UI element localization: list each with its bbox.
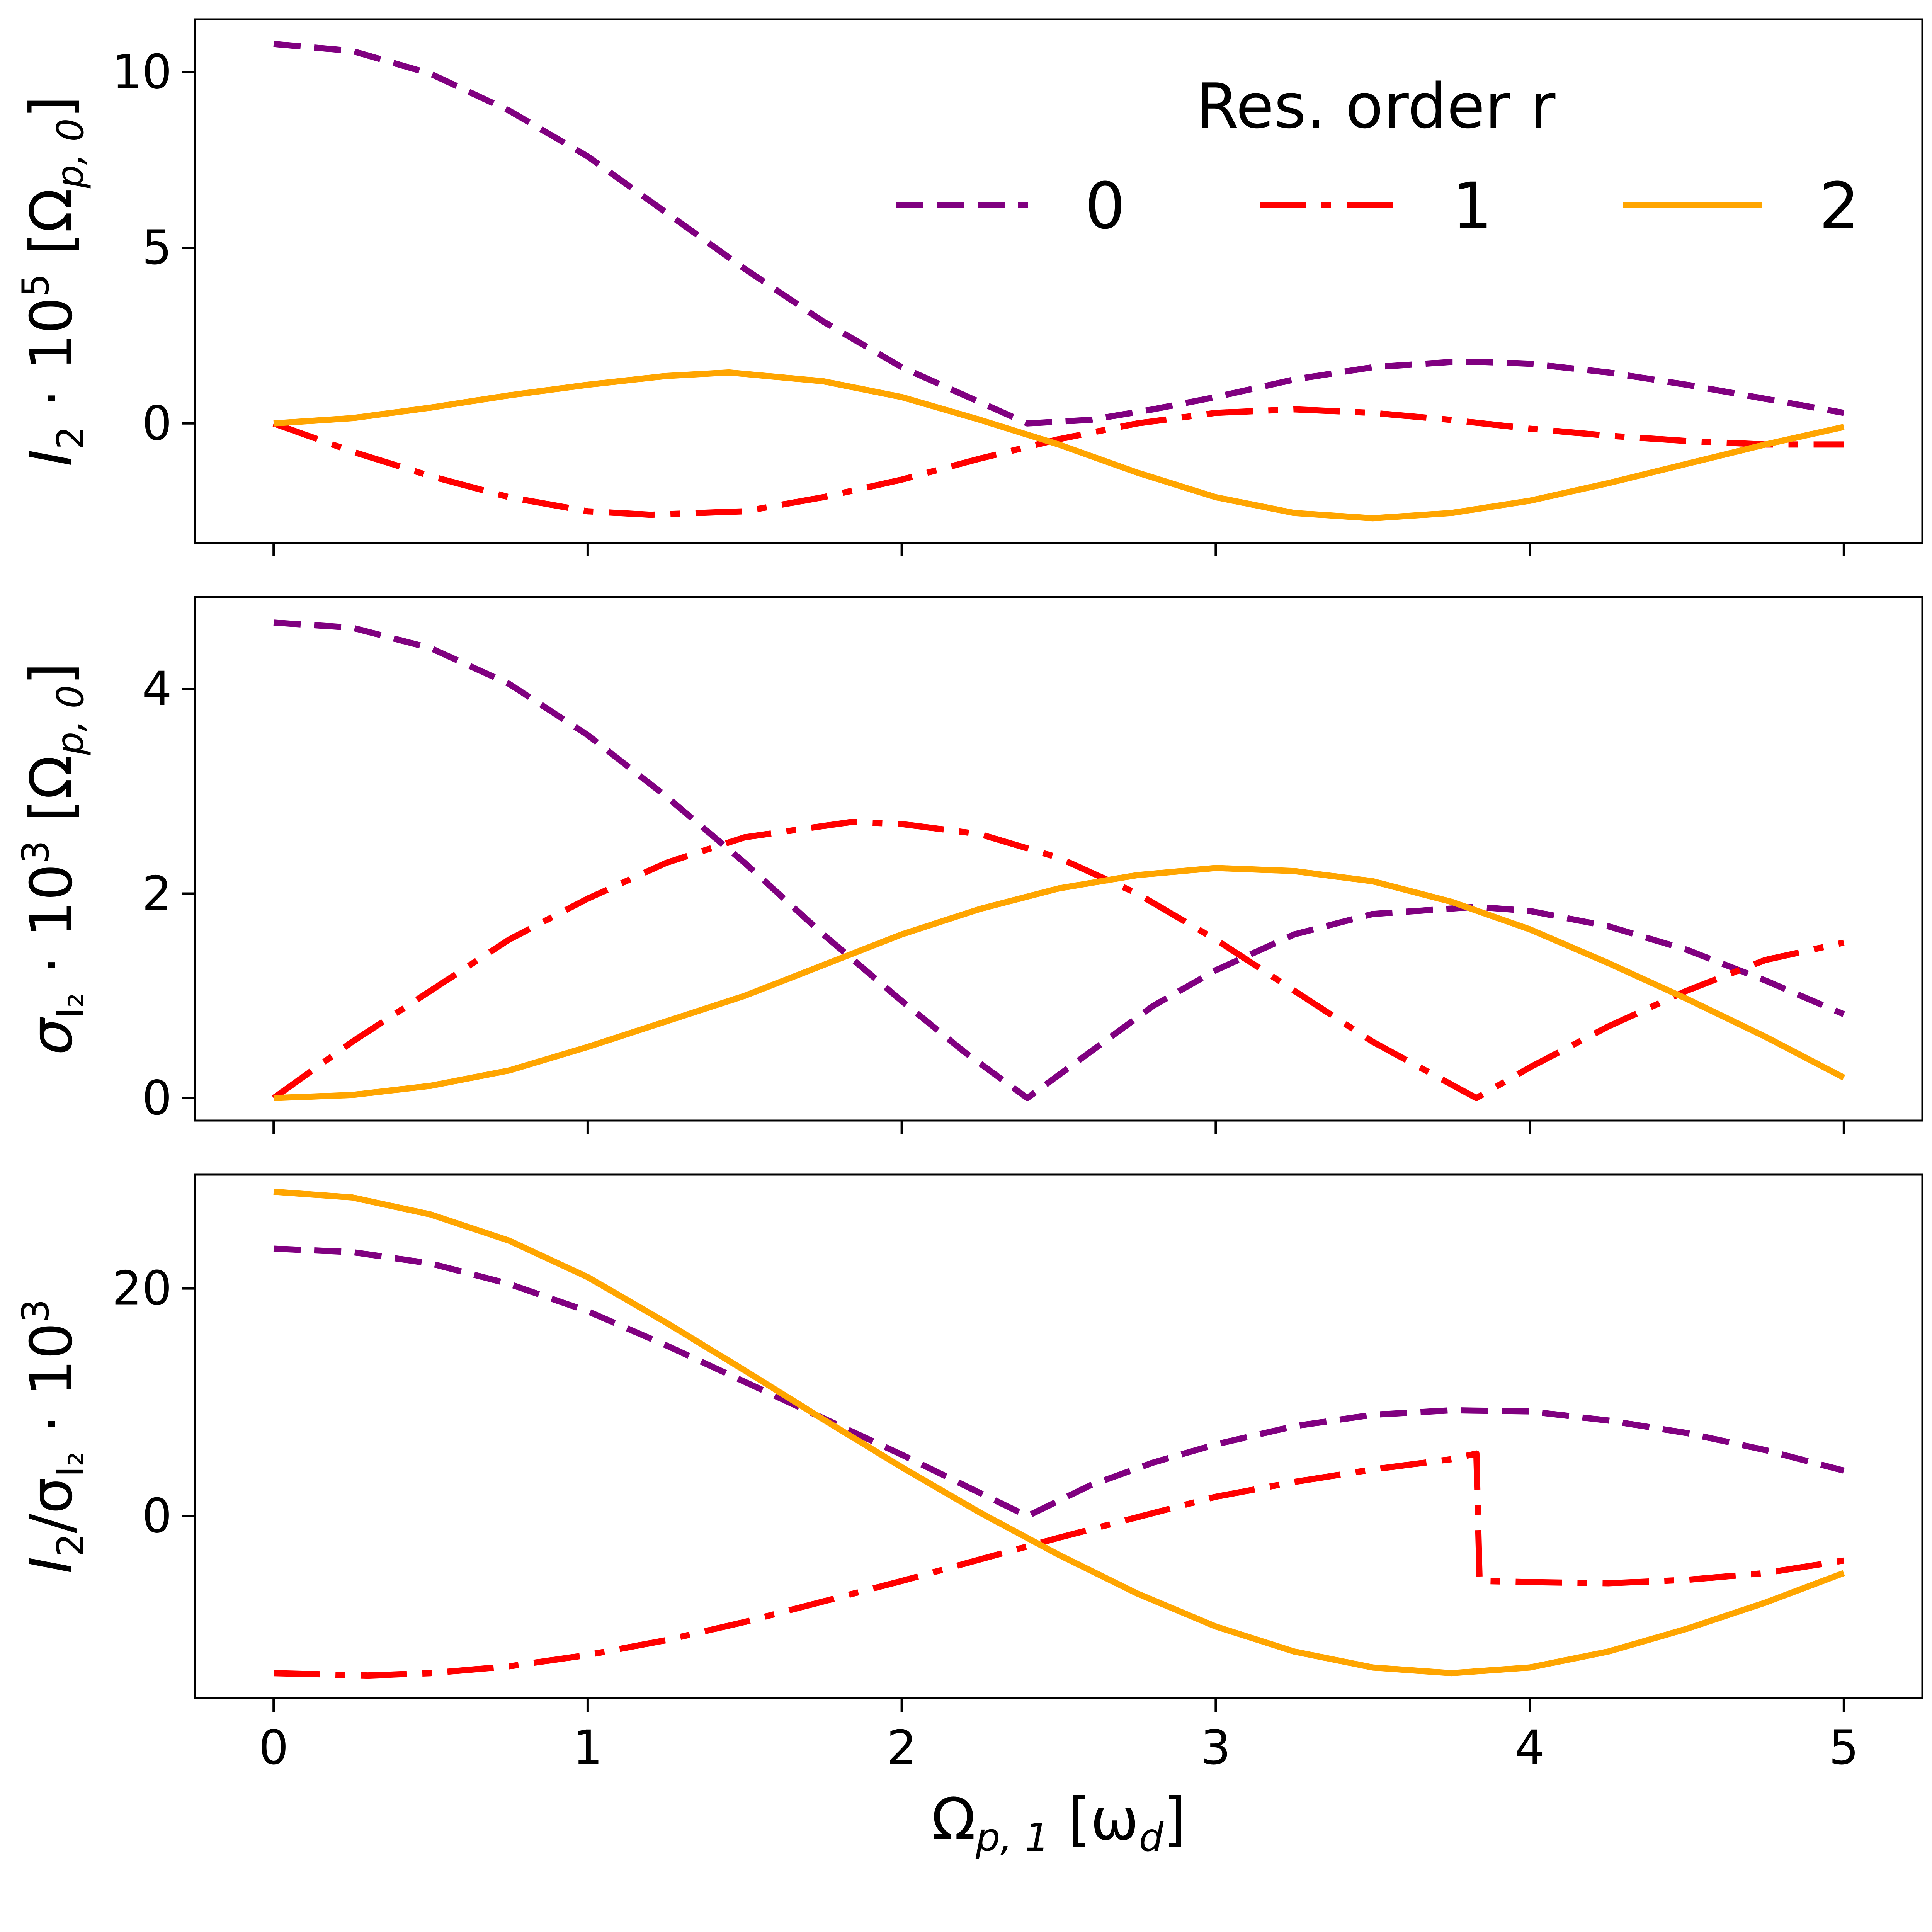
x-tick-label: 1 [573,1720,603,1775]
y-tick-label-bottom: 20 [112,1261,172,1316]
x-tick-label: 3 [1201,1720,1231,1775]
y-tick-label-top: 10 [112,44,172,99]
y-tick-label-top: 5 [142,220,172,275]
x-axis-label: Ωp, 1 [ωd] [931,1786,1186,1860]
series-line-r2-bottom [273,1189,1845,1677]
axes-frame-bottom [194,1173,1923,1699]
legend-label-r1: 1 [1452,169,1493,243]
panel-bottom: 0 20 0 1 2 3 4 5 I2/σI₂ · 103 Ωp, 1 [ωd] [15,1173,1923,1860]
legend-title: Res. order r [1196,70,1556,142]
legend-label-r2: 2 [1819,169,1860,243]
x-tick-label: 4 [1515,1720,1545,1775]
axes-frame-middle [194,596,1923,1122]
axes-frame-top [194,18,1923,544]
y-tick-label-middle: 4 [142,662,172,716]
y-axis-label-top: I2 · 105 [Ωp, 0] [15,96,92,467]
legend: Res. order r 0 1 2 [896,70,1859,243]
y-axis-label-middle: σI₂ · 103 [Ωp, 0] [15,662,92,1055]
series-line-r0-bottom [273,1245,1845,1519]
y-tick-label-top: 0 [142,396,172,451]
legend-label-r0: 0 [1085,169,1126,243]
x-tick-label: 0 [259,1720,289,1775]
series-line-r0-top [273,41,1845,427]
panel-middle: 0 2 4 σI₂ · 103 [Ωp, 0] [15,596,1923,1134]
y-axis-label-bottom: I2/σI₂ · 103 [15,1299,92,1574]
series-line-r0-middle [273,619,1845,1101]
y-tick-label-middle: 2 [142,866,172,921]
series-line-r1-bottom [274,1450,1845,1679]
series-line-r2-top [273,369,1845,522]
x-tick-label: 5 [1829,1720,1859,1775]
y-tick-label-middle: 0 [142,1071,172,1126]
x-tick-label: 2 [887,1720,917,1775]
y-tick-label-bottom: 0 [142,1489,172,1544]
series-line-r2-middle [273,865,1845,1101]
series-line-r1-top [272,406,1844,518]
